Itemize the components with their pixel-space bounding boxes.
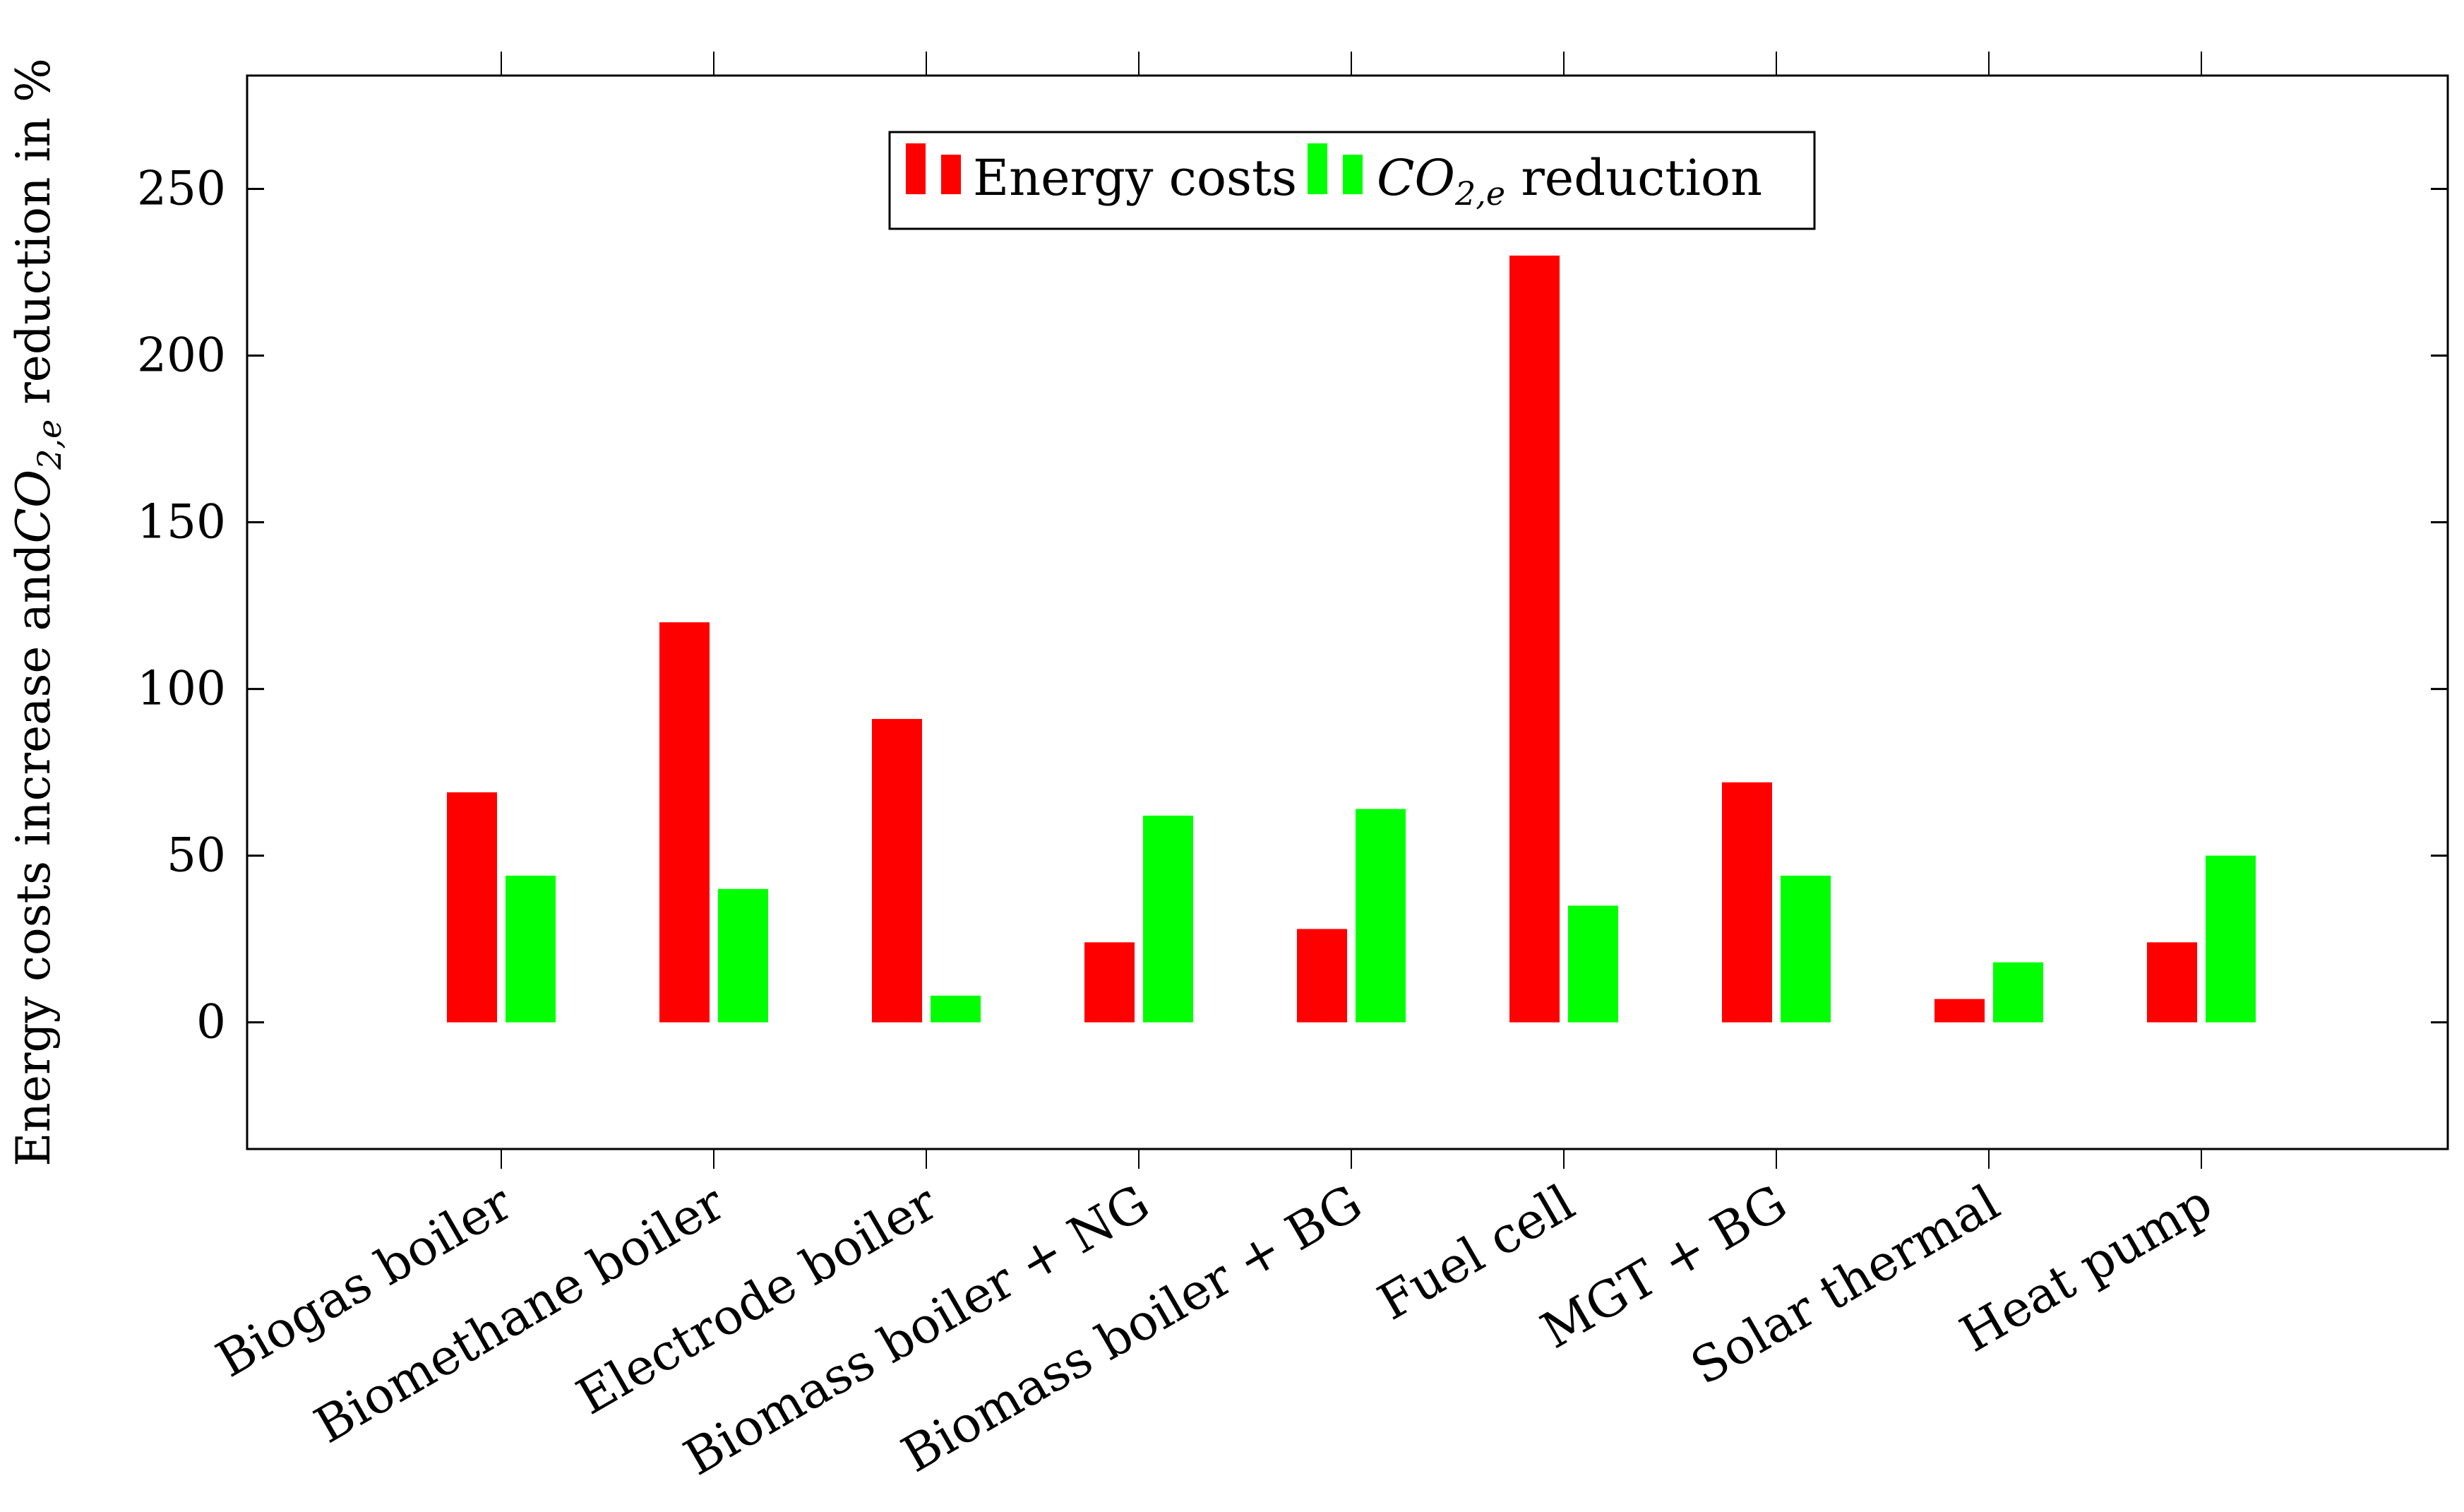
legend-swatch-energy-costs-b <box>941 155 961 194</box>
y-tick-label: 150 <box>137 495 226 549</box>
plot-frame <box>246 74 2449 1150</box>
y-tick-label: 50 <box>167 828 226 883</box>
y-tick-label: 0 <box>196 995 226 1049</box>
bar-energy-costs <box>1297 929 1347 1023</box>
legend-swatch-co2-reduction-b <box>1343 155 1363 194</box>
x-category-label: Biomethane boiler <box>305 1173 734 1454</box>
axis-ticks: 0 50 100 150 200 250 <box>137 52 2448 1169</box>
bar-energy-costs <box>1722 782 1772 1023</box>
legend-label-co2-reduction: CO2,e reduction <box>1377 149 1762 213</box>
y-axis-title: Energy costs increase andCO2,e reduction… <box>6 58 68 1167</box>
bar-energy-costs <box>1084 942 1135 1023</box>
bar-energy-costs <box>1934 999 1985 1023</box>
legend-swatch-co2-reduction-a <box>1308 143 1327 194</box>
bar-co2-reduction <box>718 888 768 1023</box>
bar-co2-reduction <box>1568 905 1618 1023</box>
bar-energy-costs <box>659 622 710 1023</box>
bar-energy-costs <box>1509 255 1560 1023</box>
y-tick-label: 100 <box>137 662 226 716</box>
bar-co2-reduction <box>1356 809 1406 1023</box>
bar-co2-reduction <box>506 875 556 1023</box>
bar-energy-costs <box>872 719 922 1023</box>
legend-label-energy-costs: Energy costs <box>973 149 1297 207</box>
x-category-label: Electrode boiler <box>567 1173 947 1426</box>
legend-swatch-energy-costs-a <box>906 143 926 194</box>
y-tick-label: 200 <box>137 328 226 383</box>
bar-co2-reduction <box>1993 962 2043 1023</box>
bar-co2-reduction <box>931 995 981 1023</box>
legend: Energy costs CO2,e reduction <box>888 131 1816 230</box>
bars <box>447 255 2256 1023</box>
bar-energy-costs <box>2147 942 2197 1023</box>
bar-co2-reduction <box>1143 815 1193 1023</box>
bar-co2-reduction <box>1781 875 1831 1023</box>
bar-co2-reduction <box>2206 855 2256 1023</box>
y-tick-label: 250 <box>137 161 226 215</box>
bar-energy-costs <box>447 792 497 1023</box>
